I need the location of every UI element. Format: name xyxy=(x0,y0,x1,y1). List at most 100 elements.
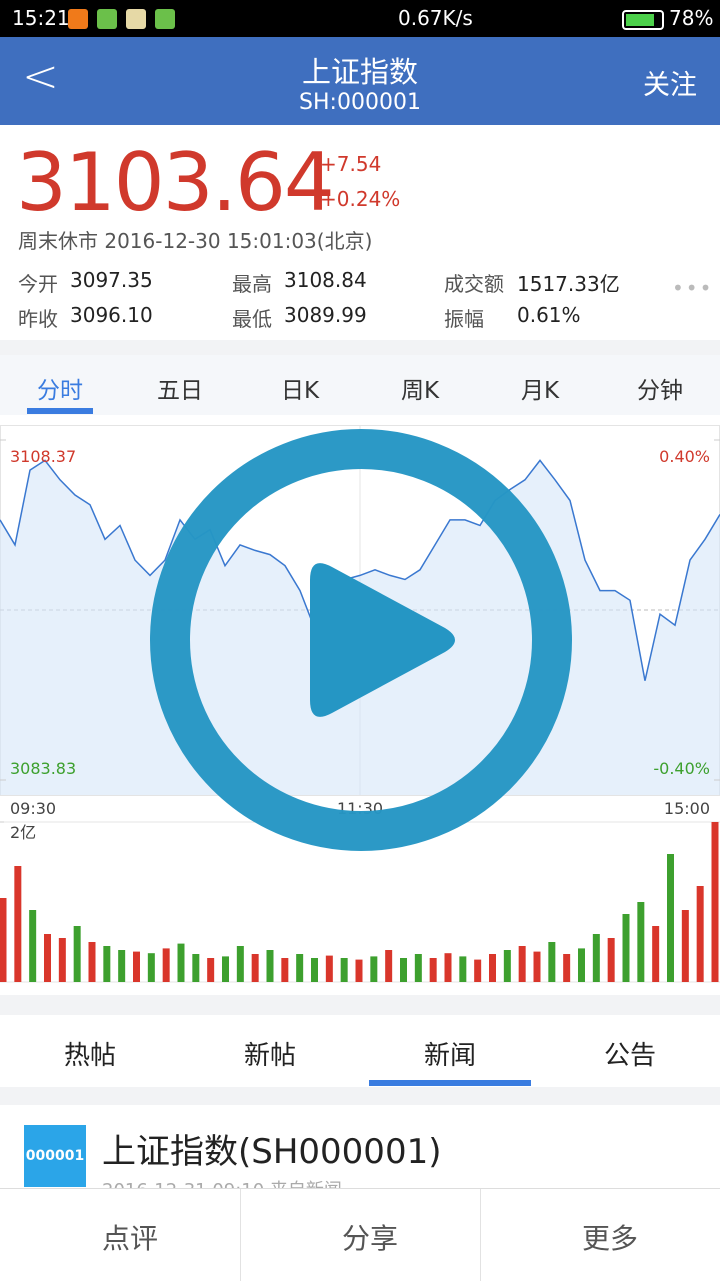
volume-bar xyxy=(44,934,51,982)
volume-bar xyxy=(533,951,541,982)
change-pct: +0.24% xyxy=(320,187,401,211)
volume-bar xyxy=(696,886,704,982)
volume-bar xyxy=(489,954,496,982)
news-title[interactable]: 上证指数(SH000001) xyxy=(102,1132,442,1172)
volume-bar xyxy=(400,958,407,982)
bottom-action[interactable]: 更多 xyxy=(581,1222,638,1255)
volume-bar xyxy=(14,866,22,982)
stat-label: 成交额 xyxy=(444,272,504,296)
volume-bar xyxy=(459,956,467,982)
x-tick-label: 15:00 xyxy=(664,799,710,818)
bottom-action[interactable]: 分享 xyxy=(341,1222,398,1255)
volume-bar xyxy=(711,822,719,982)
volume-bar xyxy=(88,942,96,982)
stat-value: 3097.35 xyxy=(70,268,153,292)
status-bar: 15:21 0.67K/s 78% xyxy=(0,0,720,37)
chart: 09:30 11:30 15:00 3108.37 3083.83 0.40% -0.40%… xyxy=(0,425,720,983)
volume-bar xyxy=(177,943,185,982)
news-icon: 000001 xyxy=(24,1125,86,1187)
x-tick-label: 11:30 xyxy=(337,799,383,818)
bottom-action[interactable]: 点评 xyxy=(101,1222,158,1255)
stat-value: 3096.10 xyxy=(70,303,153,327)
volume-bar xyxy=(162,948,170,982)
bottom-bar: 点评 分享 更多 xyxy=(0,1188,720,1281)
divider xyxy=(480,1189,481,1281)
stat-label: 昨收 xyxy=(18,307,58,331)
volume-bar xyxy=(652,926,660,982)
more-dots[interactable]: ••• xyxy=(672,276,714,300)
volume-bar xyxy=(0,898,7,982)
volume-bar xyxy=(370,956,378,982)
chart-tab[interactable]: 五日 xyxy=(157,378,203,404)
stat-value: 0.61% xyxy=(517,303,581,327)
chart-tab[interactable]: 日K xyxy=(280,378,320,404)
news-tab[interactable]: 新帖 xyxy=(243,1041,296,1071)
title: 上证指数 xyxy=(301,55,418,89)
volume-bar xyxy=(118,950,126,982)
news-tab[interactable]: 公告 xyxy=(603,1041,656,1071)
battery-icon xyxy=(622,10,664,30)
y-tick-label: 3108.37 xyxy=(10,447,76,466)
price: 3103.64 xyxy=(16,136,335,229)
volume-bar xyxy=(563,954,571,982)
news-tab[interactable]: 新闻 xyxy=(423,1041,476,1071)
change: +7.54 xyxy=(320,152,382,176)
y2-tick-label: 0.40% xyxy=(659,447,710,466)
volume-bar xyxy=(667,854,674,982)
volume-bar xyxy=(340,958,348,982)
stat-value: 1517.33亿 xyxy=(517,272,620,296)
divider xyxy=(0,995,720,1015)
subtitle: SH:000001 xyxy=(299,90,421,115)
news-tab[interactable]: 热帖 xyxy=(63,1041,116,1071)
tab-indicator xyxy=(369,1080,531,1086)
volume-bar xyxy=(251,954,259,982)
divider xyxy=(240,1189,241,1281)
volume-bar xyxy=(385,950,393,982)
stat-value: 3089.99 xyxy=(284,303,367,327)
volume-bar xyxy=(207,958,215,982)
divider xyxy=(0,1087,720,1105)
news-tabs: 热帖 新帖 新闻 公告 xyxy=(0,1015,720,1087)
volume-bar xyxy=(474,959,482,982)
icon xyxy=(97,9,117,29)
volume-bar xyxy=(266,950,274,982)
volume-bar xyxy=(607,938,615,982)
follow-button[interactable]: 关注 xyxy=(643,70,697,101)
volume-bar xyxy=(236,946,244,982)
header: < 上证指数 SH:000001 关注 xyxy=(0,37,720,125)
volume-bar xyxy=(103,946,111,982)
volume-bar xyxy=(29,910,37,982)
volume-bar xyxy=(503,950,511,982)
volume-bar xyxy=(681,910,689,982)
volume-bar xyxy=(637,902,645,982)
volume-bar xyxy=(548,942,556,982)
chart-tab[interactable]: 分时 xyxy=(37,378,83,404)
y-tick-label: 3083.83 xyxy=(10,759,76,778)
volume-bar xyxy=(444,953,452,982)
x-tick-label: 09:30 xyxy=(10,799,56,818)
volume-bar xyxy=(192,954,200,982)
back-button[interactable]: < xyxy=(22,51,59,102)
net-speed: 0.67K/s xyxy=(398,6,473,30)
battery-level: 78% xyxy=(669,6,714,30)
divider xyxy=(0,340,720,355)
volume-bar xyxy=(147,953,155,982)
volume-bar xyxy=(578,948,585,982)
chart-tab[interactable]: 分钟 xyxy=(637,378,683,404)
chart-tab[interactable]: 月K xyxy=(520,378,560,404)
chart-tabs: 分时 五日 日K 周K 月K 分钟 xyxy=(0,355,720,415)
icon xyxy=(126,9,146,29)
clock: 15:21 xyxy=(12,6,70,30)
y-tick-label: 2亿 xyxy=(10,823,36,842)
y2-tick-label: -0.40% xyxy=(653,759,710,778)
volume-bar xyxy=(281,958,289,982)
volume-bar xyxy=(622,914,630,982)
chart-tab[interactable]: 周K xyxy=(400,378,440,404)
tab-indicator xyxy=(27,408,93,414)
volume-bar xyxy=(296,954,304,982)
stat-label: 今开 xyxy=(18,272,58,296)
volume-bar xyxy=(222,956,229,982)
volume-bar xyxy=(429,958,437,982)
stat-label: 振幅 xyxy=(444,307,484,331)
market-status: 周末休市 2016-12-30 15:01:03(北京) xyxy=(18,229,373,253)
